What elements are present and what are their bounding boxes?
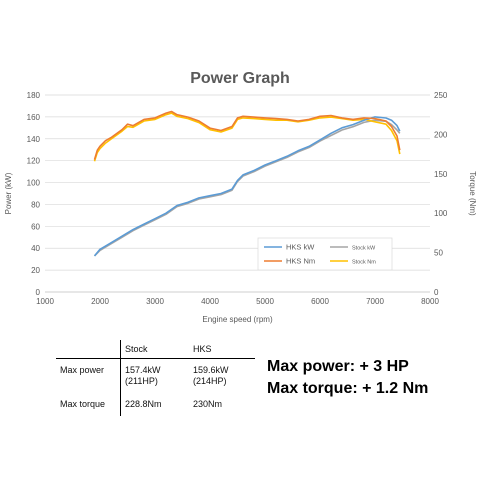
legend-label: HKS kW xyxy=(286,243,315,252)
table-header-row: Stock HKS xyxy=(56,340,255,359)
y-left-tick-label: 140 xyxy=(27,135,41,144)
series-line-stock-kw xyxy=(93,119,401,257)
y-left-tick-label: 20 xyxy=(31,266,40,275)
y-left-tick-label: 80 xyxy=(31,200,40,209)
y-left-tick-label: 40 xyxy=(31,244,40,253)
chart-title: Power Graph xyxy=(190,70,290,87)
y-right-tick-label: 50 xyxy=(434,249,443,258)
x-tick-label: 1000 xyxy=(36,297,54,306)
max-torque-stock: 228.8Nm xyxy=(120,393,189,416)
table-header-blank xyxy=(56,340,121,359)
x-tick-label: 3000 xyxy=(146,297,164,306)
x-tick-label: 6000 xyxy=(311,297,329,306)
y-right-tick-label: 150 xyxy=(434,170,448,179)
y-right-tick-label: 200 xyxy=(434,130,448,139)
legend-label: Stock kW xyxy=(352,246,376,252)
y-left-tick-label: 60 xyxy=(31,222,40,231)
table-header-hks: HKS xyxy=(189,340,255,359)
max-power-stock-value: 157.4kW (211HP) xyxy=(125,365,161,386)
x-axis-title: Engine speed (rpm) xyxy=(202,315,273,324)
max-power-hks-value-hp: (214HP) xyxy=(193,376,227,386)
row-label-max-power: Max power xyxy=(60,365,105,375)
y-left-tick-label: 180 xyxy=(27,91,41,100)
max-power-hks-value-main: 159.6kW xyxy=(193,365,229,375)
stats-table: Stock HKS Max power 157.4kW (211HP) 159.6… xyxy=(56,340,255,416)
y-left-tick-label: 120 xyxy=(27,157,41,166)
chart-svg: 0 20 40 60 80 100 120 140 160 180 0 50 100 150 200 250 1… xyxy=(4,91,477,324)
power-graph-chart: Power Graph 0 20 40 60 80 100 120 140 160 180 0 50 1… xyxy=(4,70,477,324)
table-header-stock: Stock xyxy=(120,340,189,359)
legend-box xyxy=(257,237,393,271)
y-right-axis-title: Torque (Nm) xyxy=(468,171,477,216)
y-left-tick-label: 100 xyxy=(27,179,41,188)
table-row: Max torque 228.8Nm 230Nm xyxy=(56,393,255,416)
legend-label: Stock Nm xyxy=(352,260,376,266)
summary-torque: Max torque: + 1.2 Nm xyxy=(267,380,429,397)
series-line-hks-kw xyxy=(93,116,401,257)
y-left-axis-title: Power (kW) xyxy=(4,172,13,214)
y-left-tick-label: 160 xyxy=(27,113,41,122)
y-left-tick-label: 0 xyxy=(36,288,41,297)
y-right-tick-label: 100 xyxy=(434,209,448,218)
row-label-max-torque: Max torque xyxy=(60,399,106,409)
x-tick-label: 7000 xyxy=(366,297,384,306)
max-power-stock: 157.4kW (211HP) xyxy=(120,358,189,393)
max-power-hks-value: 159.6kW (214HP) xyxy=(193,365,229,386)
summary-block: Max power: + 3 HP Max torque: + 1.2 Nm xyxy=(267,356,428,400)
x-tick-label: 5000 xyxy=(256,297,274,306)
y-right-tick-label: 250 xyxy=(434,91,448,100)
x-tick-label: 8000 xyxy=(421,297,439,306)
y-right-tick-label: 0 xyxy=(434,288,439,297)
table-row: Max power 157.4kW (211HP) 159.6kW (214HP) xyxy=(56,358,255,394)
max-power-stock-value-hp: (211HP) xyxy=(125,376,158,386)
x-tick-label: 4000 xyxy=(201,297,219,306)
summary-power: Max power: + 3 HP xyxy=(267,358,409,375)
max-power-hks: 159.6kW (214HP) xyxy=(189,359,255,394)
series-line-hks-nm xyxy=(93,110,401,160)
series-line-stock-nm xyxy=(93,112,401,162)
max-torque-hks: 230Nm xyxy=(193,399,223,409)
max-power-stock-value-main: 157.4kW xyxy=(125,365,161,375)
x-tick-label: 2000 xyxy=(91,297,109,306)
legend-label: HKS Nm xyxy=(286,257,315,266)
